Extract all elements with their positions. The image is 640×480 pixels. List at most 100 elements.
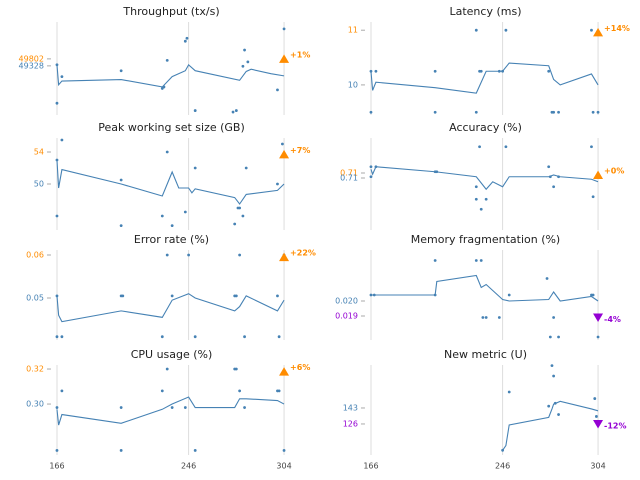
y-tick-label: 0.019 [335, 312, 358, 321]
scatter-point [241, 214, 245, 218]
scatter-point [55, 214, 59, 218]
trend-line [370, 166, 599, 191]
scatter-point [165, 150, 169, 154]
scatter-point [481, 316, 485, 319]
scatter-point [121, 294, 125, 298]
scatter-point [165, 58, 169, 62]
scatter-point [238, 206, 242, 210]
scatter-point [484, 316, 488, 319]
x-tick-label: 166 [49, 462, 64, 471]
latest-marker [279, 149, 290, 159]
trend-line [370, 274, 599, 302]
scatter-point [119, 449, 123, 452]
scatter-point [277, 389, 281, 393]
scatter-point [193, 449, 197, 452]
scatter-point [433, 69, 437, 73]
scatter-point [60, 75, 64, 79]
scatter-point [507, 390, 511, 394]
scatter-point [282, 27, 286, 31]
y-tick-label: 0.71 [340, 174, 358, 183]
change-annotation: +0% [604, 167, 624, 176]
trend-line [56, 396, 285, 426]
scatter-point [187, 253, 191, 257]
scatter-point [484, 197, 488, 201]
scatter-point [596, 335, 600, 339]
scatter-point [548, 335, 552, 339]
scatter-point [557, 413, 560, 416]
scatter-point [160, 389, 164, 393]
scatter-point [185, 36, 189, 40]
panel-title: Latency (ms) [449, 5, 521, 18]
y-tick-label: 50 [34, 180, 44, 189]
y-tick-label: 0.71 [340, 169, 358, 178]
y-tick-label: 11 [348, 26, 358, 35]
scatter-point [193, 166, 197, 170]
scatter-point [433, 110, 437, 114]
trend-line [56, 63, 285, 88]
scatter-point [231, 110, 235, 114]
scatter-point [160, 214, 164, 218]
scatter-point [243, 406, 246, 409]
latest-marker [279, 252, 290, 262]
scatter-point [183, 210, 187, 214]
scatter-point [55, 63, 59, 67]
scatter-point [238, 389, 242, 393]
scatter-point [60, 335, 64, 339]
y-tick-label: 143 [343, 403, 358, 412]
scatter-point [474, 185, 478, 189]
scatter-point [170, 294, 174, 298]
x-tick-label: 246 [181, 462, 196, 471]
scatter-point [119, 178, 123, 182]
scatter-point [170, 224, 174, 228]
scatter-point [545, 277, 549, 280]
scatter-point [474, 197, 478, 201]
trend-line [56, 159, 285, 205]
scatter-point [193, 335, 197, 339]
scatter-point [590, 145, 593, 149]
panel-title: Throughput (tx/s) [122, 5, 219, 18]
scatter-point [433, 259, 437, 262]
scatter-point [55, 101, 59, 105]
latest-marker [593, 27, 604, 37]
scatter-point [369, 165, 373, 169]
scatter-point [241, 64, 245, 68]
y-tick-label: 10 [348, 80, 358, 89]
latest-marker [593, 419, 604, 429]
y-tick-label: 0.020 [335, 297, 358, 306]
trend-line [370, 62, 599, 94]
y-tick-label: 126 [343, 419, 358, 428]
panel-title: Accuracy (%) [449, 121, 522, 134]
change-annotation: +22% [290, 249, 316, 258]
scatter-point [593, 397, 597, 400]
scatter-point [233, 222, 237, 226]
scatter-point [552, 185, 556, 189]
scatter-point [281, 142, 284, 146]
scatter-point [596, 110, 600, 114]
scatter-point [547, 69, 551, 73]
scatter-point [504, 28, 508, 32]
y-tick-label: 54 [34, 148, 44, 157]
scatter-point [479, 69, 483, 73]
scatter-point [552, 374, 556, 378]
scatter-point [591, 293, 595, 297]
scatter-point [234, 294, 238, 298]
scatter-point [243, 335, 246, 339]
x-tick-label: 304 [590, 462, 605, 471]
scatter-point [55, 406, 59, 409]
scatter-point [193, 109, 197, 112]
scatter-point [590, 28, 593, 32]
y-tick-label: 49802 [19, 54, 44, 63]
scatter-point [276, 182, 279, 186]
scatter-point [479, 259, 483, 262]
x-tick-label: 166 [363, 462, 378, 471]
y-tick-label: 0.05 [26, 293, 44, 302]
x-tick-label: 304 [276, 462, 291, 471]
scatter-point [160, 335, 164, 339]
x-tick-label: 246 [495, 462, 510, 471]
scatter-point [595, 415, 598, 418]
panel-title: Error rate (%) [134, 233, 209, 246]
panel-title: Peak working set size (GB) [98, 121, 245, 134]
change-annotation: +14% [604, 24, 630, 33]
latest-marker [593, 313, 604, 322]
